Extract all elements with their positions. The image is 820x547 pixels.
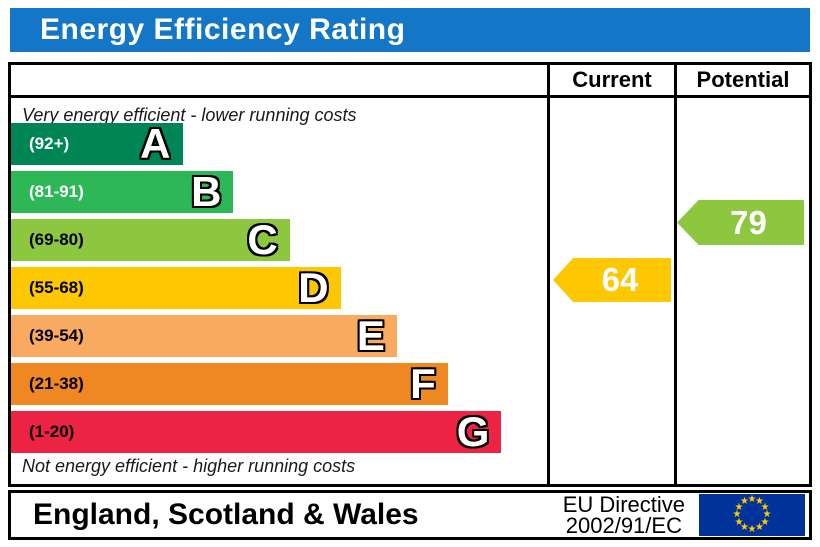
band-row: (69-80) C — [11, 219, 290, 261]
band-range-label: (1-20) — [29, 422, 75, 441]
top-note: Very energy efficient - lower running co… — [22, 105, 357, 125]
current-rating-value: 64 — [601, 261, 639, 298]
band-range-label: (69-80) — [29, 230, 84, 249]
region-label: England, Scotland & Wales — [33, 498, 419, 531]
band-letter: C — [247, 216, 278, 263]
bottom-note: Not energy efficient - higher running co… — [22, 456, 356, 476]
eu-star-icon: ★ — [747, 494, 757, 505]
eu-star-icon: ★ — [760, 516, 770, 528]
band-letter: E — [356, 312, 385, 359]
eu-star-icon: ★ — [740, 521, 749, 533]
page-title: Energy Efficiency Rating — [10, 8, 810, 52]
band-column-header — [11, 65, 547, 98]
eu-star-icon: ★ — [734, 501, 744, 513]
band-letter: A — [140, 120, 171, 167]
band-range-label: (39-54) — [29, 326, 84, 345]
current-column-header: Current — [550, 65, 674, 98]
potential-rating-arrow: 79 — [677, 200, 804, 245]
band-scale-column: Very energy efficient - lower running co… — [11, 65, 550, 484]
band-row: (21-38) F — [11, 363, 448, 405]
eu-star-icon: ★ — [734, 516, 744, 528]
band-list: (92+) A (81-91) B (69-80) C (55-68) D (3… — [11, 123, 547, 459]
current-rating-arrow: 64 — [553, 258, 671, 302]
eu-directive-label: EU Directive 2002/91/EC — [562, 492, 699, 538]
eu-star-icon: ★ — [760, 501, 770, 513]
eu-star-icon: ★ — [755, 496, 764, 507]
band-letter: D — [298, 264, 329, 311]
band-range-label: (92+) — [29, 134, 70, 153]
band-letter: B — [191, 168, 222, 215]
band-range-label: (81-91) — [29, 182, 84, 201]
potential-column-header: Potential — [677, 65, 809, 98]
band-range-label: (21-38) — [29, 374, 84, 393]
eu-directive-line2: 2002/91/EC — [565, 513, 682, 538]
eu-star-icon: ★ — [732, 509, 742, 520]
band-range-label: (55-68) — [29, 278, 84, 297]
band-letter: F — [410, 360, 436, 407]
band-row: (55-68) D — [11, 267, 341, 309]
eu-flag: ★ ★ ★ ★ ★ ★ ★ ★ ★ ★ ★ ★ — [699, 494, 805, 536]
footer: England, Scotland & Wales EU Directive 2… — [8, 490, 812, 540]
band-row: (81-91) B — [11, 168, 234, 215]
eu-star-icon: ★ — [747, 524, 757, 535]
band-row: (1-20) G — [11, 408, 502, 455]
potential-rating-value: 79 — [730, 203, 767, 241]
band-letter: G — [456, 408, 490, 455]
rating-table: Very energy efficient - lower running co… — [8, 62, 812, 487]
current-column: Current 64 — [550, 65, 677, 484]
band-row: (39-54) E — [11, 315, 397, 357]
band-row: (92+) A — [11, 123, 183, 165]
eu-directive-line1: EU Directive — [562, 492, 685, 517]
eu-star-icon: ★ — [740, 496, 749, 507]
potential-column: Potential 79 — [677, 65, 809, 484]
eu-star-icon: ★ — [755, 521, 764, 533]
eu-star-icon: ★ — [762, 509, 772, 520]
